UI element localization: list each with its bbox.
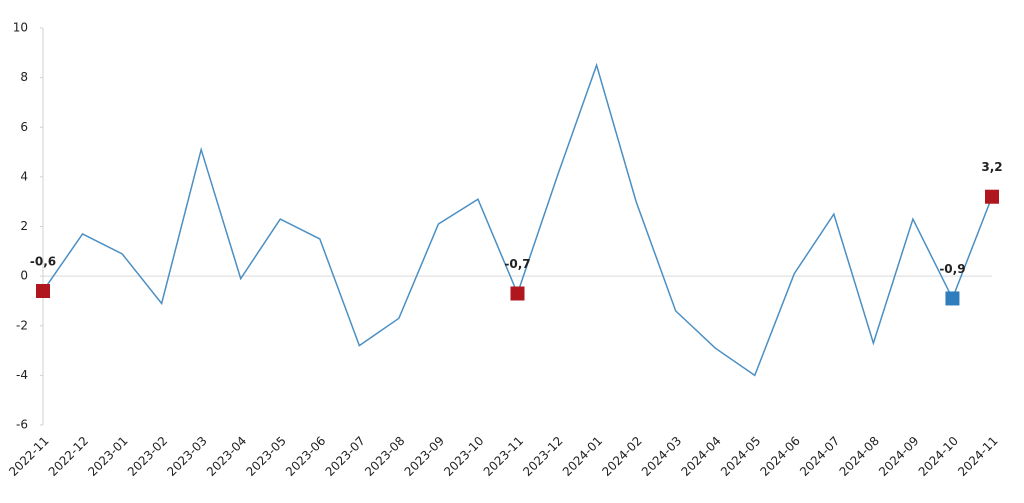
x-tick-label: 2024-04 — [678, 434, 723, 479]
x-tick-label: 2022-11 — [6, 434, 51, 479]
y-tick-label: -4 — [16, 368, 28, 382]
x-tick-label: 2024-01 — [560, 434, 605, 479]
x-tick-label: 2024-08 — [837, 434, 882, 479]
x-tick-label: 2023-10 — [441, 434, 486, 479]
highlight-marker — [945, 291, 960, 306]
x-tick-label: 2023-11 — [481, 434, 526, 479]
x-tick-label: 2023-02 — [125, 434, 170, 479]
highlight-marker — [36, 284, 50, 299]
x-tick-label: 2023-01 — [85, 434, 130, 479]
highlight-marker — [510, 286, 525, 301]
x-tick-label: 2023-09 — [402, 434, 447, 479]
x-tick-label: 2024-10 — [916, 434, 961, 479]
series-line — [42, 62, 993, 377]
x-tick-label: 2023-06 — [283, 434, 328, 479]
x-tick-label: 2023-12 — [520, 434, 565, 479]
x-tick-label: 2024-02 — [599, 434, 644, 479]
value-label: 3,2 — [981, 160, 1002, 174]
x-tick-label: 2024-06 — [758, 434, 803, 479]
y-tick-label: 4 — [20, 169, 28, 183]
x-tick-label: 2024-09 — [876, 434, 921, 479]
y-tick-label: -2 — [16, 318, 28, 332]
x-tick-label: 2023-04 — [204, 434, 249, 479]
x-tick-label: 2023-03 — [164, 434, 209, 479]
y-tick-label: 8 — [20, 70, 28, 84]
y-tick-label: 6 — [20, 120, 28, 134]
x-tick-label: 2023-05 — [243, 434, 288, 479]
x-tick-label: 2024-03 — [639, 434, 684, 479]
y-tick-label: 10 — [13, 21, 28, 35]
value-label: -0,9 — [939, 262, 965, 276]
value-label: -0,6 — [30, 255, 56, 269]
y-tick-label: 2 — [20, 219, 28, 233]
y-tick-label: -6 — [16, 418, 28, 432]
highlight-marker — [985, 189, 999, 204]
x-tick-label: 2024-05 — [718, 434, 763, 479]
x-tick-label: 2023-07 — [323, 434, 368, 479]
y-tick-label: 0 — [20, 269, 28, 283]
x-tick-label: 2024-11 — [955, 434, 1000, 479]
value-label: -0,7 — [504, 257, 530, 271]
x-tick-label: 2023-08 — [362, 434, 407, 479]
x-tick-label: 2024-07 — [797, 434, 842, 479]
x-tick-label: 2022-12 — [46, 434, 91, 479]
